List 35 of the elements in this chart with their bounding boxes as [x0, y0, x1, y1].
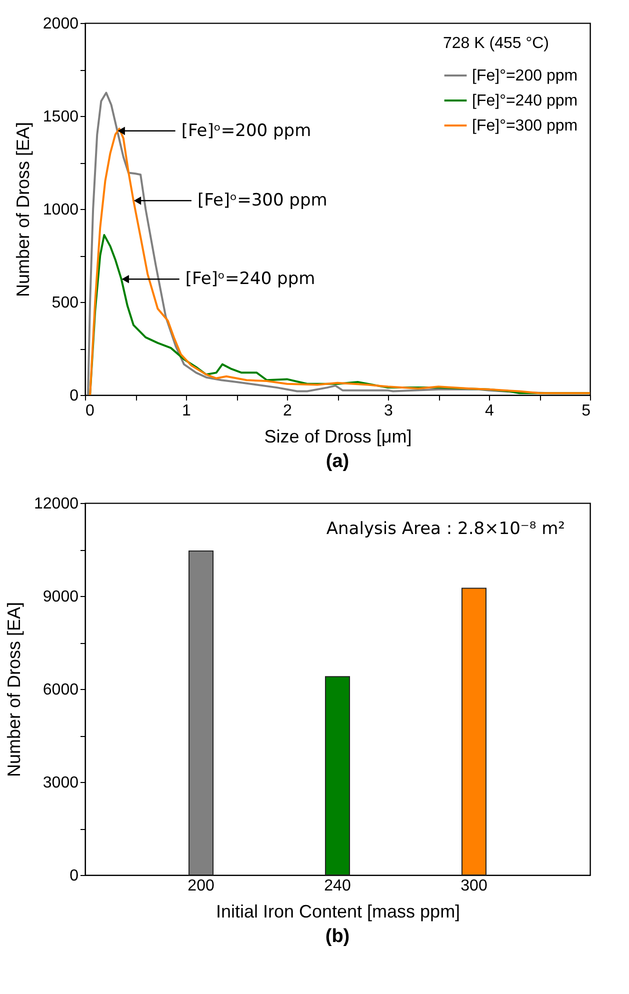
y-tick-label: 0	[70, 388, 79, 404]
y-tick-label: 3000	[42, 774, 79, 792]
legend-title: 728 K (455 °C)	[443, 35, 550, 52]
y-tick-label: 1500	[42, 108, 79, 126]
legend-label: [Fe]°=300 ppm	[472, 118, 578, 134]
annotation: [Fe]ᵒ=240 ppm	[185, 269, 316, 290]
x-tick-label: 240	[324, 878, 351, 894]
x-tick-label: 200	[188, 878, 214, 894]
bar	[188, 550, 214, 876]
y-tick-label: 2000	[42, 16, 79, 32]
bar	[324, 676, 350, 876]
y-tick-label: 12000	[34, 496, 79, 512]
text: (b)	[325, 926, 350, 947]
legend-label: [Fe]°=240 ppm	[472, 92, 578, 110]
y-tick-label: 6000	[42, 682, 79, 698]
y-tick-label: 500	[52, 294, 79, 312]
annotation: Analysis Area : 2.8×10⁻⁸ m²	[326, 519, 565, 539]
x-tick-label: 3	[384, 402, 394, 420]
y-axis-title: Number of Dross [EA]	[4, 602, 24, 778]
x-axis-title: Initial Iron Content [mass ppm]	[216, 902, 460, 922]
annotation: [Fe]ᵒ=200 ppm	[181, 120, 312, 141]
x-axis-title: Size of Dross [μm]	[264, 426, 412, 446]
x-tick-label: 1	[182, 402, 192, 420]
y-tick-label: 1000	[42, 202, 79, 218]
x-tick-label: 5	[582, 402, 591, 420]
legend-label: [Fe]°=200 ppm	[472, 68, 578, 84]
x-tick-label: 2	[283, 402, 292, 420]
x-tick-label: 300	[460, 878, 488, 894]
bar	[461, 588, 486, 876]
text: (a)	[326, 451, 350, 472]
x-tick-label: 0	[86, 402, 94, 420]
y-tick-label: 9000	[42, 588, 79, 606]
annotation: [Fe]ᵒ=300 ppm	[197, 190, 328, 211]
y-axis-title: Number of Dross [EA]	[12, 122, 33, 298]
x-tick-label: 4	[485, 402, 494, 420]
